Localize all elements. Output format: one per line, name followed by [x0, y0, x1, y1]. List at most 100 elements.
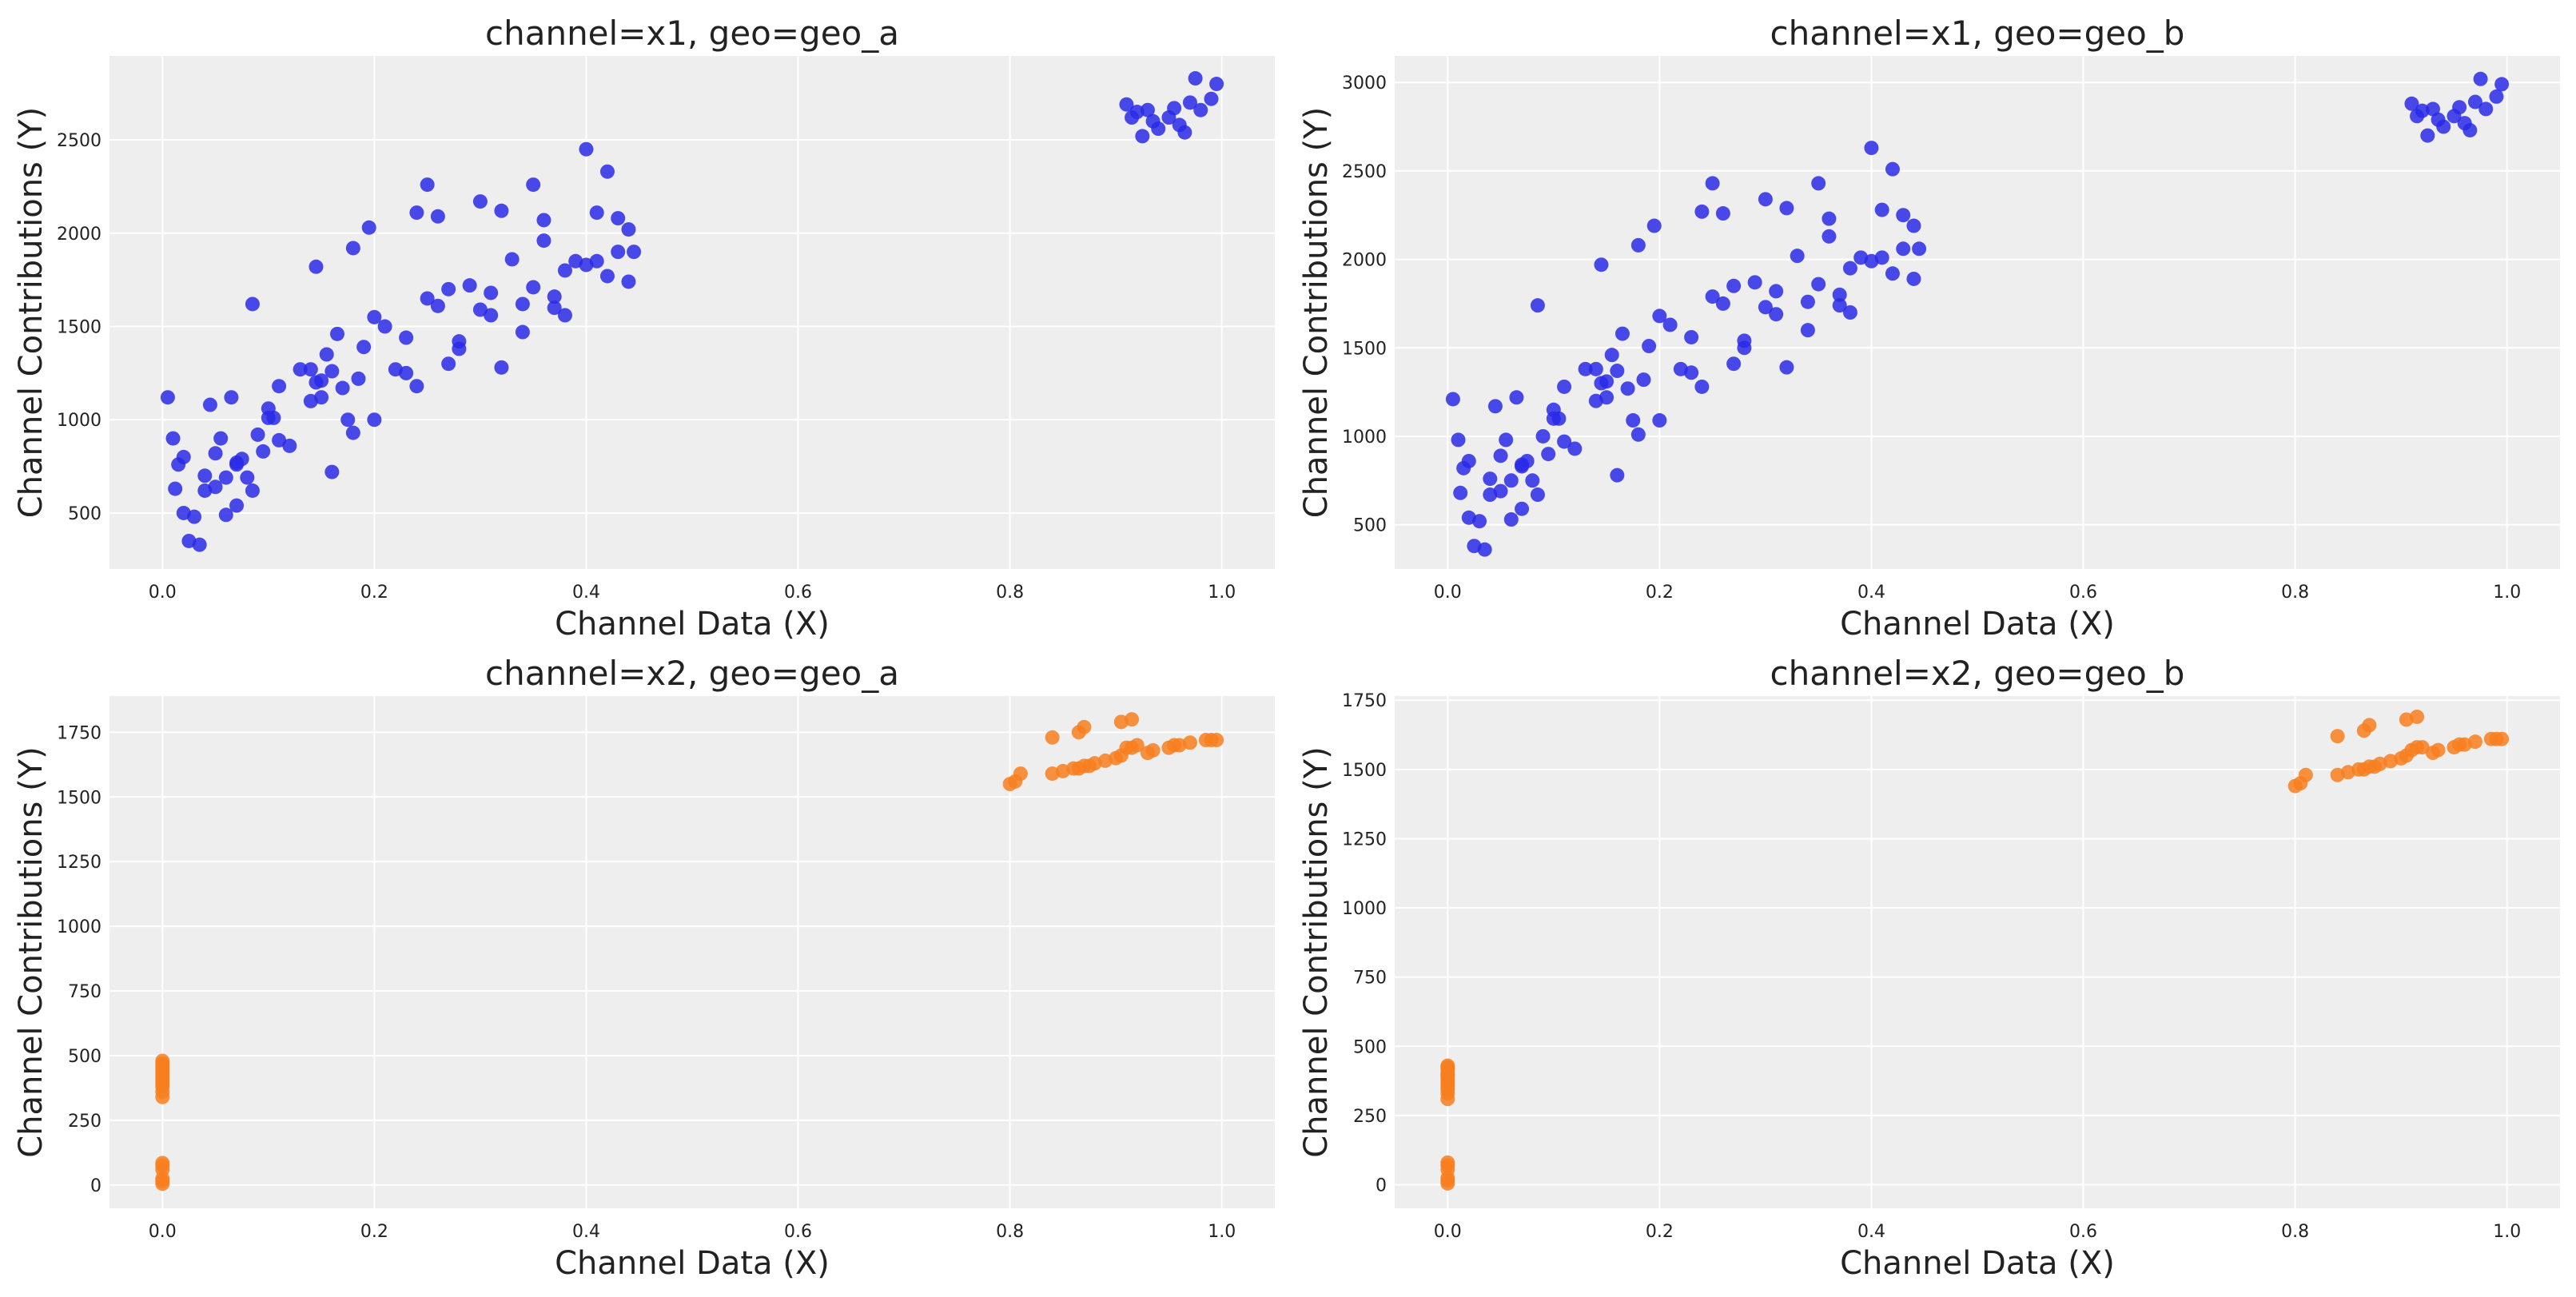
y-tick-label: 2000 [57, 225, 102, 245]
y-tick-label: 0 [1376, 1176, 1387, 1196]
data-point [1822, 211, 1837, 226]
x-tick-label: 1.0 [2493, 1222, 2521, 1242]
x-tick-label: 0.0 [149, 1222, 177, 1242]
data-point [1483, 487, 1498, 503]
x-tick-label: 0.4 [1857, 583, 1885, 603]
data-point [462, 278, 477, 293]
data-point [2298, 767, 2313, 782]
data-point [272, 432, 287, 448]
data-point [1557, 434, 1572, 449]
data-point [1705, 176, 1720, 191]
data-point [2452, 100, 2467, 115]
data-point [1811, 176, 1826, 191]
subplot-4: 0.0 0.2 0.4 0.6 0.8 1.0 0 250 500 750 1000 1250 1500… [1298, 654, 2560, 1282]
data-point [420, 177, 435, 193]
data-point [1715, 296, 1730, 311]
data-point [1515, 459, 1530, 474]
x-tick-label: 1.0 [2493, 583, 2521, 603]
data-point [1636, 372, 1651, 388]
data-point [611, 245, 626, 260]
x-tick-label: 0.8 [2281, 583, 2309, 603]
data-point [1769, 307, 1784, 322]
data-point [1487, 399, 1503, 414]
subplot-3: 0.0 0.2 0.4 0.6 0.8 1.0 0 250 500 750 1000 1250 1500… [13, 654, 1275, 1282]
chart-title: channel=x2, geo=geo_a [485, 654, 899, 693]
data-point [1209, 733, 1224, 748]
x-tick-label: 0.2 [1646, 1222, 1674, 1242]
x-tick-label: 0.2 [360, 583, 388, 603]
x-tick-label: 0.6 [2069, 1222, 2097, 1242]
data-point [1842, 261, 1857, 276]
data-point [1483, 471, 1498, 487]
data-point [409, 205, 424, 221]
chart-title: channel=x1, geo=geo_b [1770, 14, 2185, 53]
data-point [504, 252, 520, 267]
data-point [430, 298, 445, 313]
data-point [1800, 294, 1815, 309]
data-point [1822, 229, 1837, 244]
y-tick-label: 750 [68, 982, 102, 1002]
data-point [1906, 271, 1921, 286]
data-point [1129, 105, 1145, 120]
y-tick-label: 1500 [1342, 339, 1387, 359]
data-point [1445, 392, 1460, 407]
data-point [176, 505, 191, 520]
data-point [1451, 432, 1466, 448]
data-point [1896, 208, 1911, 223]
data-point [2494, 731, 2510, 746]
data-point [2410, 709, 2425, 724]
data-point [1874, 202, 1889, 217]
data-point [441, 281, 456, 296]
data-point [1906, 218, 1921, 233]
data-point [452, 341, 467, 356]
data-point [340, 412, 356, 428]
subplot-2: 0.0 0.2 0.4 0.6 0.8 1.0 500 1000 1500 2000 2500 300… [1298, 14, 2560, 643]
data-point [2431, 742, 2446, 758]
y-tick-label: 250 [1353, 1107, 1387, 1127]
y-tick-label: 1000 [1342, 428, 1387, 448]
data-point [160, 390, 175, 405]
data-point [589, 253, 604, 269]
x-axis-title: Channel Data (X) [555, 606, 830, 643]
data-point [319, 347, 334, 362]
data-point [1758, 300, 1773, 315]
data-point [1896, 241, 1911, 257]
data-point [484, 308, 499, 323]
x-tick-label: 0.6 [784, 1222, 812, 1242]
data-point [1440, 1155, 1455, 1170]
data-point [547, 300, 562, 316]
data-point [621, 222, 636, 237]
data-point [1177, 125, 1192, 140]
data-point [314, 390, 329, 405]
data-point [399, 365, 414, 380]
y-tick-label: 500 [1353, 516, 1387, 536]
data-point [1842, 305, 1857, 320]
data-point [557, 263, 572, 278]
data-point [1530, 298, 1545, 313]
data-point [1182, 735, 1197, 750]
data-point [2436, 119, 2451, 134]
y-axis-title: Channel Contributions (Y) [13, 107, 50, 519]
data-point [1461, 510, 1476, 525]
x-tick-label: 0.2 [1646, 583, 1674, 603]
data-point [245, 483, 260, 498]
data-point [250, 427, 265, 442]
data-point [1758, 192, 1773, 207]
data-point [515, 324, 530, 340]
subplot-1: 0.0 0.2 0.4 0.6 0.8 1.0 500 1000 1500 2000 2500 cha… [13, 14, 1275, 643]
data-point [2467, 734, 2482, 750]
data-point [2415, 740, 2430, 755]
data-point [256, 444, 271, 459]
data-point [2463, 122, 2478, 137]
y-tick-label: 2500 [1342, 162, 1387, 182]
data-point [192, 537, 207, 552]
data-point [245, 296, 260, 312]
data-point [1715, 206, 1730, 221]
data-point [2415, 103, 2430, 118]
plot-area [109, 56, 1275, 569]
data-point [1129, 738, 1145, 753]
data-point [282, 438, 297, 453]
data-point [1499, 432, 1514, 448]
data-point [224, 390, 239, 405]
data-point [367, 309, 382, 324]
